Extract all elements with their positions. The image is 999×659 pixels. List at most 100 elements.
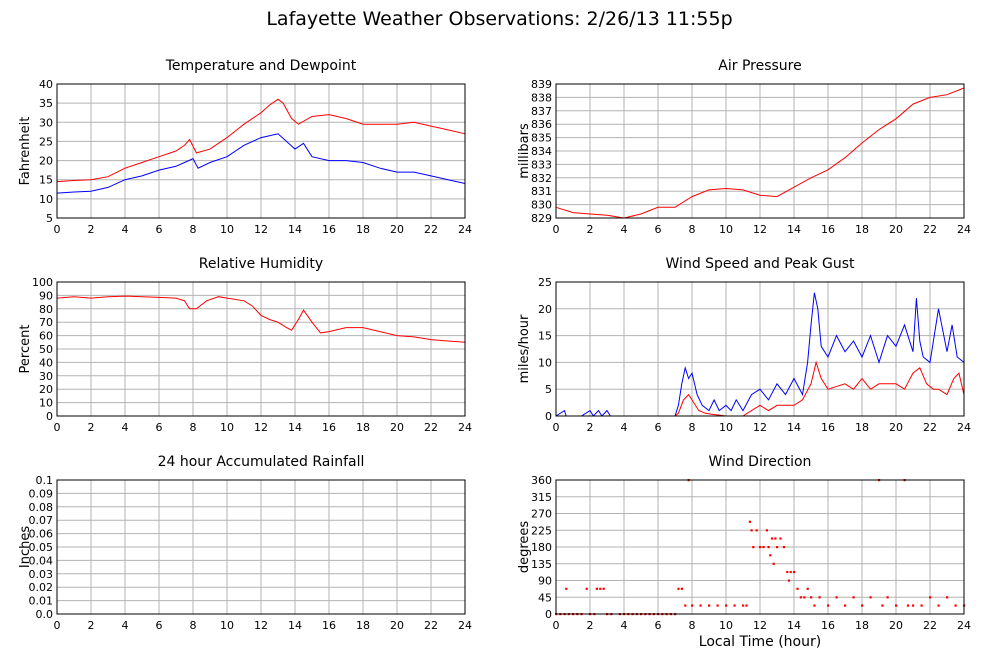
wind-x-tick-label: 22 xyxy=(923,421,937,434)
temp-y-tick-label: 5 xyxy=(46,212,53,225)
temp-y-axis-label: Fahrenheit xyxy=(18,117,33,186)
direction-y-tick-label: 90 xyxy=(538,575,552,588)
wind-x-tick-label: 18 xyxy=(855,421,869,434)
wind-chart-title: Wind Speed and Peak Gust xyxy=(666,256,855,272)
direction-point xyxy=(886,596,889,599)
direction-point xyxy=(767,546,770,549)
direction-point xyxy=(852,596,855,599)
pressure-x-tick-label: 8 xyxy=(689,223,696,236)
direction-point xyxy=(684,604,687,607)
direction-x-tick-label: 22 xyxy=(923,619,937,632)
direction-x-tick-label: 10 xyxy=(719,619,733,632)
wind-y-tick-label: 10 xyxy=(538,356,552,369)
direction-y-tick-label: 315 xyxy=(531,491,552,504)
wind-x-tick-label: 8 xyxy=(689,421,696,434)
wind-x-tick-label: 12 xyxy=(753,421,767,434)
direction-point xyxy=(793,570,796,574)
wind-y-axis-label: miles/hour xyxy=(517,314,532,383)
temp-y-tick-label: 30 xyxy=(39,116,53,129)
direction-x-tick-label: 12 xyxy=(753,619,767,632)
direction-x-tick-label: 14 xyxy=(787,619,801,632)
humidity-y-tick-label: 70 xyxy=(39,316,53,329)
humidity-x-tick-label: 22 xyxy=(424,421,438,434)
wind-y-tick-label: 5 xyxy=(545,383,552,396)
rain-x-tick-label: 24 xyxy=(458,619,472,632)
humidity-y-tick-label: 50 xyxy=(39,343,53,356)
pressure-y-tick-label: 829 xyxy=(531,212,552,225)
direction-point xyxy=(929,596,932,599)
rain-chart-title: 24 hour Accumulated Rainfall xyxy=(158,454,365,470)
humidity-x-tick-label: 4 xyxy=(122,421,129,434)
rain-x-tick-label: 16 xyxy=(322,619,336,632)
rain-chart: 0 2 4 6 8 10 12 14 16 18 20 22 240.00.010.020.030.04… xyxy=(18,454,472,632)
pressure-y-tick-label: 834 xyxy=(531,145,552,158)
direction-point xyxy=(677,587,680,590)
temp-y-tick-label: 40 xyxy=(39,78,53,91)
wind-x-tick-label: 4 xyxy=(621,421,628,434)
direction-point xyxy=(813,604,816,607)
direction-point xyxy=(881,604,884,607)
direction-point xyxy=(742,604,745,607)
rain-y-tick-label: 0.05 xyxy=(29,541,54,554)
direction-x-tick-label: 8 xyxy=(689,619,696,632)
rain-x-tick-label: 18 xyxy=(356,619,370,632)
direction-point xyxy=(762,546,765,549)
humidity-y-tick-label: 90 xyxy=(39,289,53,302)
temp-x-tick-label: 8 xyxy=(190,223,197,236)
temp-x-tick-label: 2 xyxy=(88,223,95,236)
rain-y-tick-label: 0.08 xyxy=(29,501,54,514)
rain-x-tick-label: 8 xyxy=(190,619,197,632)
temp-x-tick-label: 20 xyxy=(390,223,404,236)
pressure-plot-frame xyxy=(555,83,965,219)
pressure-y-tick-label: 831 xyxy=(531,185,552,198)
pressure-x-tick-label: 6 xyxy=(655,223,662,236)
x-axis-label: Local Time (hour) xyxy=(698,634,822,650)
direction-x-tick-label: 0 xyxy=(553,619,560,632)
rain-x-tick-label: 20 xyxy=(390,619,404,632)
direction-y-tick-label: 270 xyxy=(531,508,552,521)
direction-point xyxy=(755,529,758,532)
direction-point xyxy=(786,570,789,574)
pressure-y-axis-label: millibars xyxy=(517,123,532,179)
direction-point xyxy=(803,596,806,599)
direction-x-tick-label: 2 xyxy=(587,619,594,632)
rain-y-tick-label: 0.06 xyxy=(29,528,54,541)
humidity-x-tick-label: 24 xyxy=(458,421,472,434)
wind-x-tick-label: 10 xyxy=(719,421,733,434)
humidity-x-tick-label: 2 xyxy=(88,421,95,434)
wind-y-tick-label: 15 xyxy=(538,330,552,343)
page-title: Lafayette Weather Observations: 2/26/13 … xyxy=(266,8,733,30)
humidity-x-tick-label: 16 xyxy=(322,421,336,434)
direction-point xyxy=(827,604,830,607)
direction-point xyxy=(779,537,782,540)
direction-x-tick-label: 4 xyxy=(621,619,628,632)
wind-x-tick-label: 16 xyxy=(821,421,835,434)
humidity-plot-frame xyxy=(56,281,466,417)
direction-point xyxy=(912,604,915,607)
temp-x-tick-label: 22 xyxy=(424,223,438,236)
rain-x-tick-label: 6 xyxy=(156,619,163,632)
temp-y-tick-label: 10 xyxy=(39,193,53,206)
pressure-chart-title: Air Pressure xyxy=(718,58,801,74)
pressure-y-tick-label: 832 xyxy=(531,172,552,185)
rain-y-tick-label: 0.04 xyxy=(29,554,54,567)
direction-point xyxy=(787,579,791,582)
pressure-x-tick-label: 22 xyxy=(923,223,937,236)
direction-point xyxy=(759,546,762,549)
temp-chart: 0 2 4 6 8 10 12 14 16 18 20 22 24510152025303540Temp… xyxy=(18,58,472,236)
direction-x-tick-label: 24 xyxy=(957,619,971,632)
direction-point xyxy=(799,596,802,599)
temp-x-tick-label: 6 xyxy=(156,223,163,236)
direction-y-tick-label: 180 xyxy=(531,541,552,554)
wind-x-tick-label: 2 xyxy=(587,421,594,434)
humidity-y-axis-label: Percent xyxy=(18,325,33,374)
humidity-y-tick-label: 80 xyxy=(39,303,53,316)
pressure-y-tick-label: 837 xyxy=(531,105,552,118)
humidity-x-tick-label: 20 xyxy=(390,421,404,434)
pressure-y-tick-label: 830 xyxy=(531,199,552,212)
direction-point xyxy=(869,596,872,599)
temp-x-tick-label: 10 xyxy=(220,223,234,236)
direction-plot-frame xyxy=(555,479,965,615)
direction-x-tick-label: 6 xyxy=(655,619,662,632)
